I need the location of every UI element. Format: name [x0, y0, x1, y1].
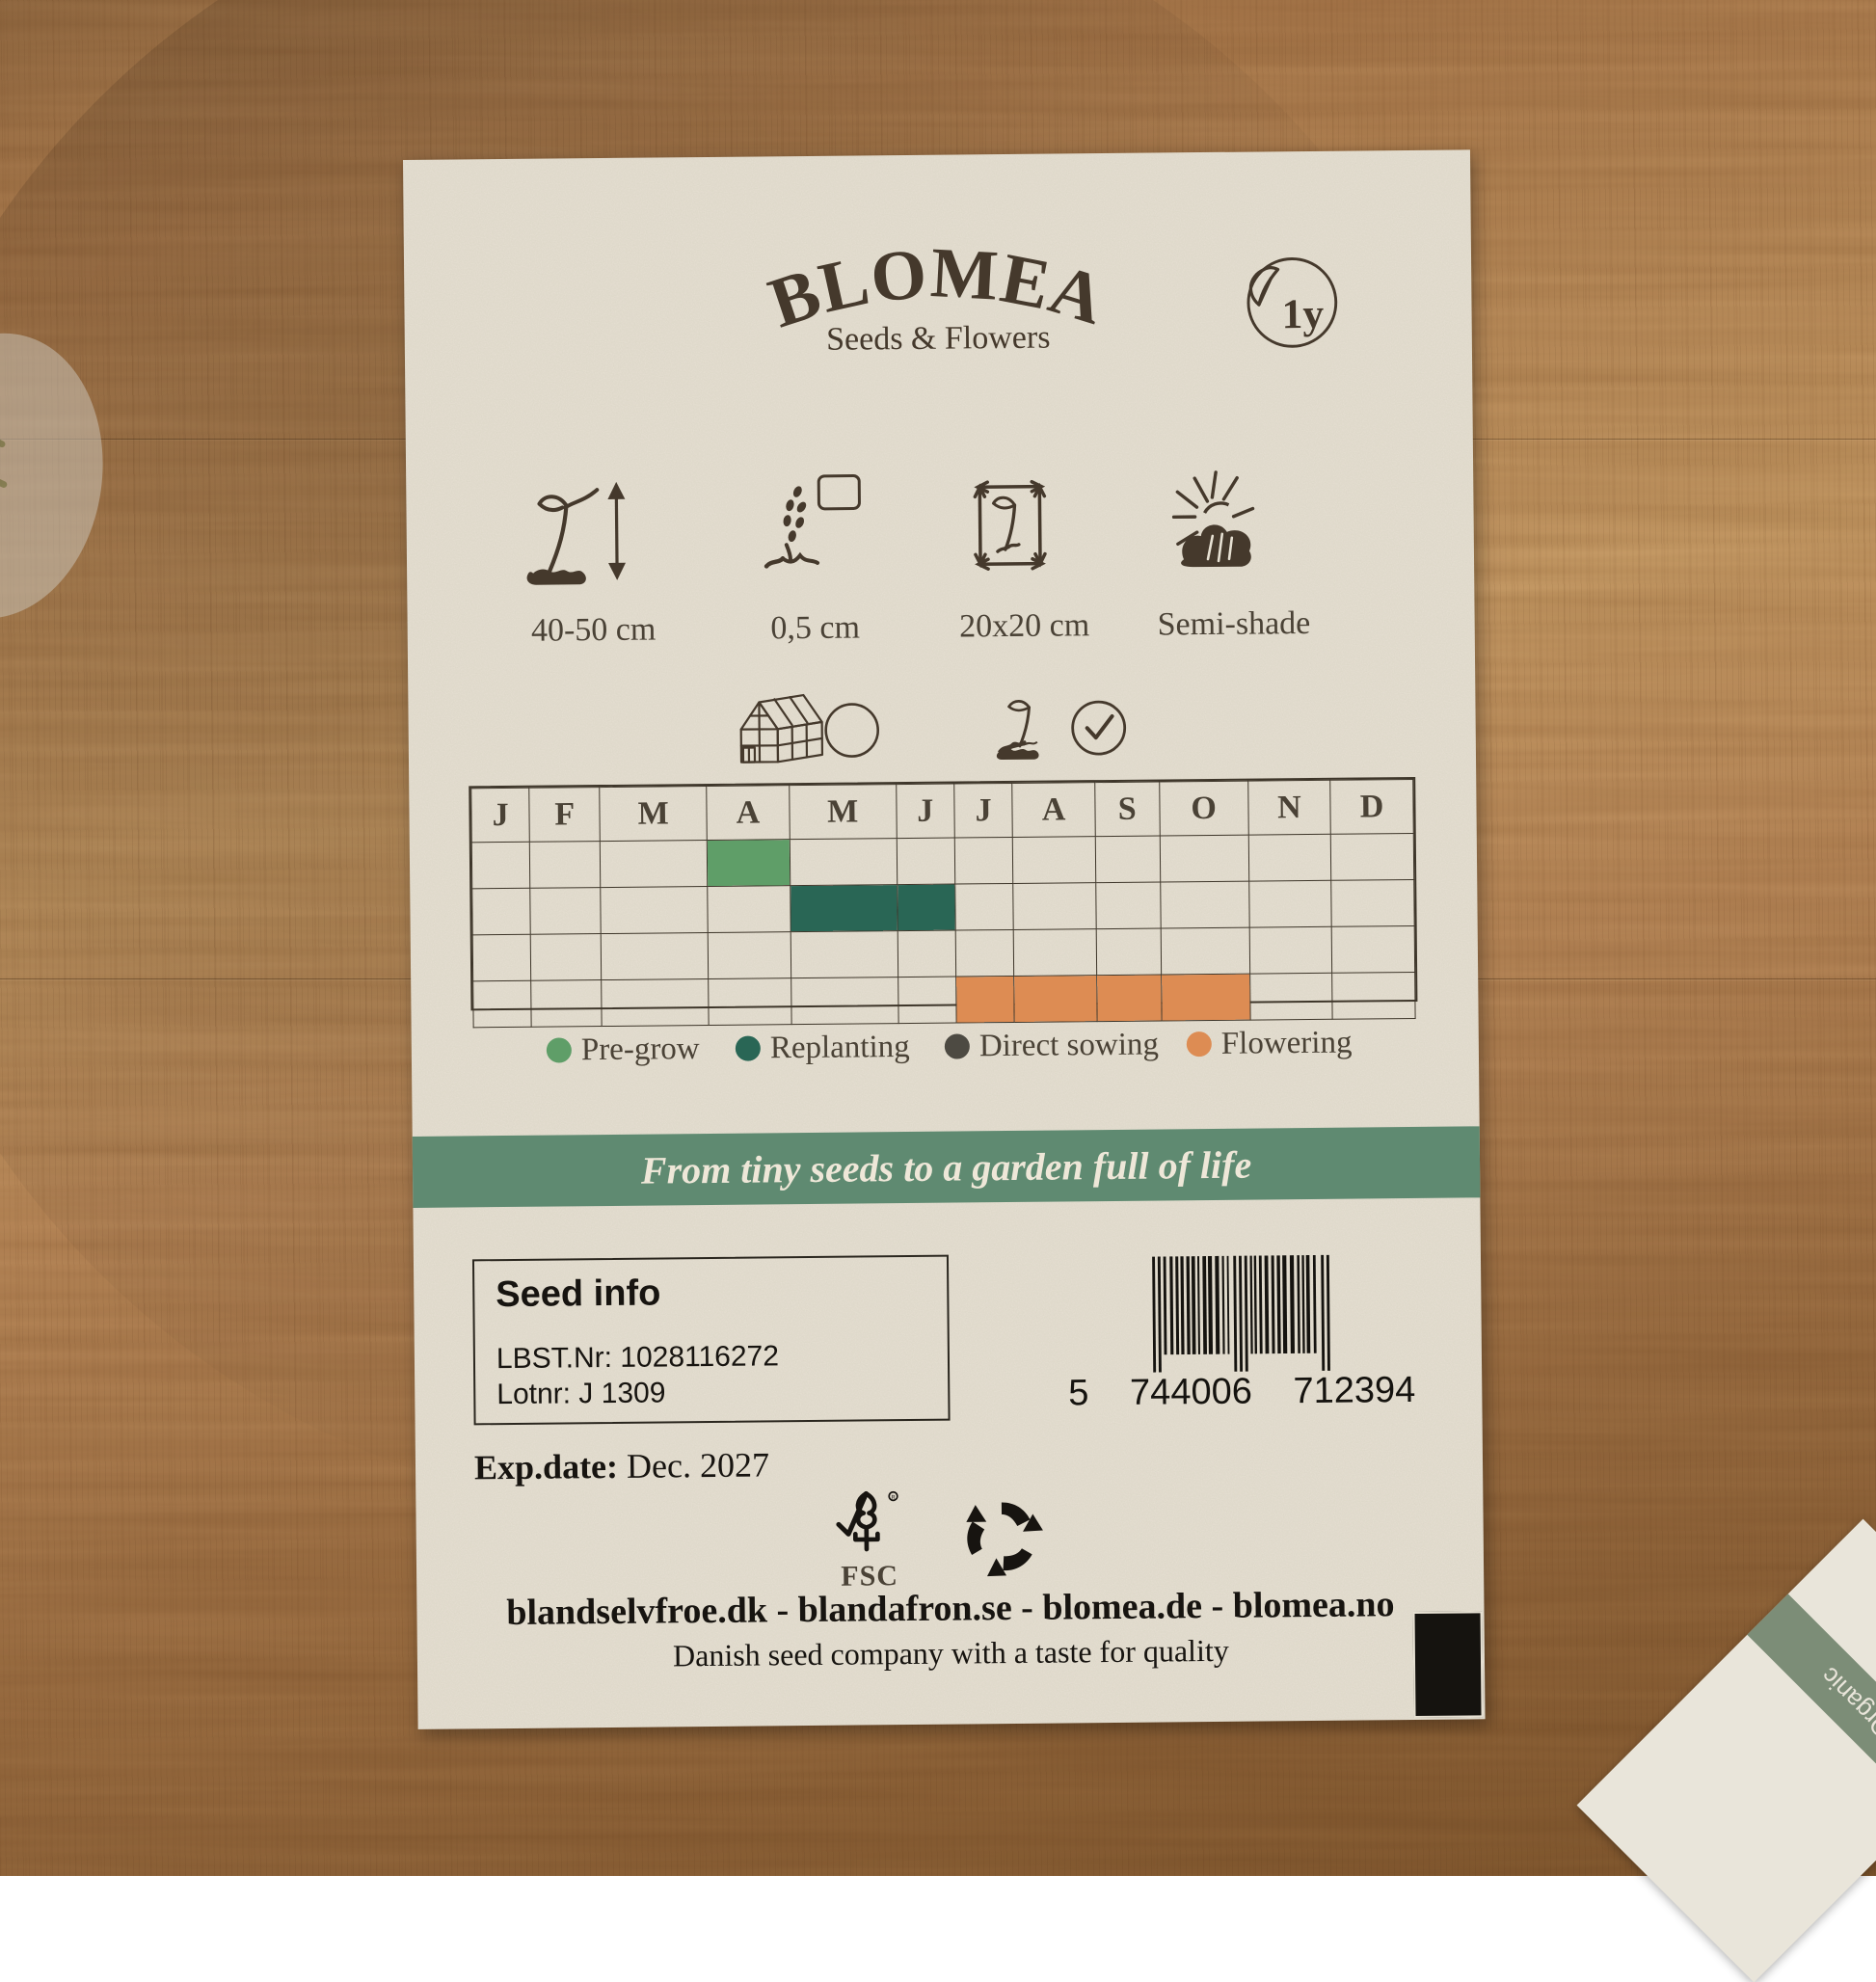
svg-text:R: R	[891, 1495, 895, 1501]
svg-text:1y: 1y	[1281, 291, 1324, 337]
